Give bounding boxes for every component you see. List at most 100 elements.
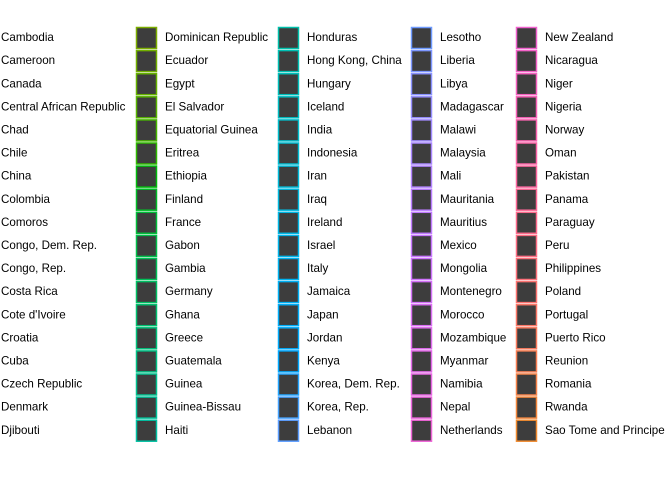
legend-label-iraq: Iraq bbox=[307, 193, 327, 206]
legend-swatch-mozambique bbox=[515, 327, 538, 350]
legend-label-hong-kong-china: Hong Kong, China bbox=[307, 54, 402, 67]
legend-swatch-india bbox=[410, 119, 433, 142]
legend-label-haiti: Haiti bbox=[165, 424, 188, 437]
legend-swatch-korea-dem-rep bbox=[410, 373, 433, 396]
legend-swatch-malaysia bbox=[515, 142, 538, 165]
legend-swatch-mauritius bbox=[515, 211, 538, 235]
legend-swatch-denmark bbox=[135, 396, 158, 419]
legend-label-rwanda: Rwanda bbox=[545, 401, 588, 414]
legend-label-norway: Norway bbox=[545, 123, 585, 136]
legend-swatch-mongolia bbox=[515, 257, 538, 281]
legend-swatch-cambodia bbox=[135, 26, 158, 50]
legend-swatch-canada bbox=[135, 72, 158, 96]
legend-label-kenya: Kenya bbox=[307, 354, 340, 367]
legend-swatch-dominican-republic bbox=[277, 26, 300, 50]
legend-label-gabon: Gabon bbox=[165, 239, 200, 252]
legend-label-pakistan: Pakistan bbox=[545, 170, 589, 183]
legend-swatch-ecuador bbox=[277, 49, 300, 73]
legend-label-montenegro: Montenegro bbox=[440, 285, 502, 298]
legend-swatch-chad bbox=[135, 119, 158, 142]
legend-swatch-liberia bbox=[515, 49, 538, 73]
legend-swatch-jamaica bbox=[410, 280, 433, 304]
legend-swatch-lebanon bbox=[410, 419, 433, 442]
legend-swatch-gabon bbox=[277, 234, 300, 258]
legend-label-poland: Poland bbox=[545, 285, 581, 298]
legend-swatch-japan bbox=[410, 303, 433, 327]
legend-swatch-greece bbox=[277, 327, 300, 350]
legend-label-comoros: Comoros bbox=[1, 216, 48, 229]
legend-label-nicaragua: Nicaragua bbox=[545, 54, 598, 67]
legend-label-philippines: Philippines bbox=[545, 262, 601, 275]
legend-label-eritrea: Eritrea bbox=[165, 147, 200, 160]
legend-label-china: China bbox=[1, 170, 32, 183]
legend-swatch-gambia bbox=[277, 257, 300, 281]
legend-label-el-salvador: El Salvador bbox=[165, 100, 224, 113]
legend-swatch-honduras bbox=[410, 26, 433, 50]
legend-label-japan: Japan bbox=[307, 308, 339, 321]
legend-label-czech-republic: Czech Republic bbox=[1, 378, 82, 391]
legend-label-madagascar: Madagascar bbox=[440, 100, 504, 113]
legend-label-romania: Romania bbox=[545, 378, 592, 391]
legend-label-portugal: Portugal bbox=[545, 308, 588, 321]
legend-label-colombia: Colombia bbox=[1, 193, 51, 206]
legend-swatch-china bbox=[135, 165, 158, 188]
legend-label-jamaica: Jamaica bbox=[307, 285, 351, 298]
legend-label-equatorial-guinea: Equatorial Guinea bbox=[165, 123, 258, 136]
legend-label-liberia: Liberia bbox=[440, 54, 475, 67]
legend-swatch-madagascar bbox=[515, 96, 538, 119]
legend-swatch-chile bbox=[135, 142, 158, 165]
legend-label-morocco: Morocco bbox=[440, 308, 484, 321]
legend-label-korea-dem-rep: Korea, Dem. Rep. bbox=[307, 378, 400, 391]
legend-swatch-libya bbox=[515, 72, 538, 96]
legend-label-cote-d-ivoire: Cote d'Ivoire bbox=[1, 308, 66, 321]
legend-swatch-netherlands bbox=[515, 419, 538, 442]
legend-label-reunion: Reunion bbox=[545, 354, 588, 367]
legend-swatch-ireland bbox=[410, 211, 433, 235]
legend-label-italy: Italy bbox=[307, 262, 328, 275]
legend-label-germany: Germany bbox=[165, 285, 213, 298]
legend-label-mozambique: Mozambique bbox=[440, 331, 506, 344]
legend-label-mongolia: Mongolia bbox=[440, 262, 488, 275]
legend-swatch-nepal bbox=[515, 396, 538, 419]
legend-label-congo-dem-rep: Congo, Dem. Rep. bbox=[1, 239, 97, 252]
legend-label-mauritius: Mauritius bbox=[440, 216, 487, 229]
legend-swatch-germany bbox=[277, 280, 300, 304]
legend-swatch-comoros bbox=[135, 211, 158, 235]
legend-swatch-italy bbox=[410, 257, 433, 281]
legend-swatch-croatia bbox=[135, 327, 158, 350]
legend-label-guatemala: Guatemala bbox=[165, 354, 222, 367]
legend-label-mexico: Mexico bbox=[440, 239, 477, 252]
legend-swatch-eritrea bbox=[277, 142, 300, 165]
legend-label-chile: Chile bbox=[1, 147, 27, 160]
legend-label-niger: Niger bbox=[545, 77, 573, 90]
legend-label-indonesia: Indonesia bbox=[307, 147, 358, 160]
legend-label-nigeria: Nigeria bbox=[545, 100, 582, 113]
legend-label-ecuador: Ecuador bbox=[165, 54, 208, 67]
legend-swatch-myanmar bbox=[515, 350, 538, 373]
legend-label-egypt: Egypt bbox=[165, 77, 195, 90]
legend-label-costa-rica: Costa Rica bbox=[1, 285, 58, 298]
legend-label-ireland: Ireland bbox=[307, 216, 342, 229]
legend-swatch-cote-d-ivoire bbox=[135, 303, 158, 327]
legend-label-canada: Canada bbox=[1, 77, 42, 90]
legend-label-congo-rep: Congo, Rep. bbox=[1, 262, 66, 275]
legend-swatch-namibia bbox=[515, 373, 538, 396]
legend-swatch-mauritania bbox=[515, 188, 538, 211]
legend-label-france: France bbox=[165, 216, 201, 229]
legend-swatch-hong-kong-china bbox=[410, 49, 433, 73]
legend-label-dominican-republic: Dominican Republic bbox=[165, 31, 268, 44]
legend-swatch-costa-rica bbox=[135, 280, 158, 304]
legend-swatch-haiti bbox=[277, 419, 300, 442]
legend-swatch-iran bbox=[410, 165, 433, 188]
legend-swatch-equatorial-guinea bbox=[277, 119, 300, 142]
legend-swatch-guatemala bbox=[277, 350, 300, 373]
legend-label-myanmar: Myanmar bbox=[440, 354, 488, 367]
legend-label-ghana: Ghana bbox=[165, 308, 200, 321]
legend-label-sao-tome-and-principe: Sao Tome and Principe bbox=[545, 424, 665, 437]
legend-swatch-indonesia bbox=[410, 142, 433, 165]
legend-label-paraguay: Paraguay bbox=[545, 216, 595, 229]
legend-label-netherlands: Netherlands bbox=[440, 424, 503, 437]
legend-swatch-congo-rep bbox=[135, 257, 158, 281]
legend-label-cambodia: Cambodia bbox=[1, 31, 54, 44]
